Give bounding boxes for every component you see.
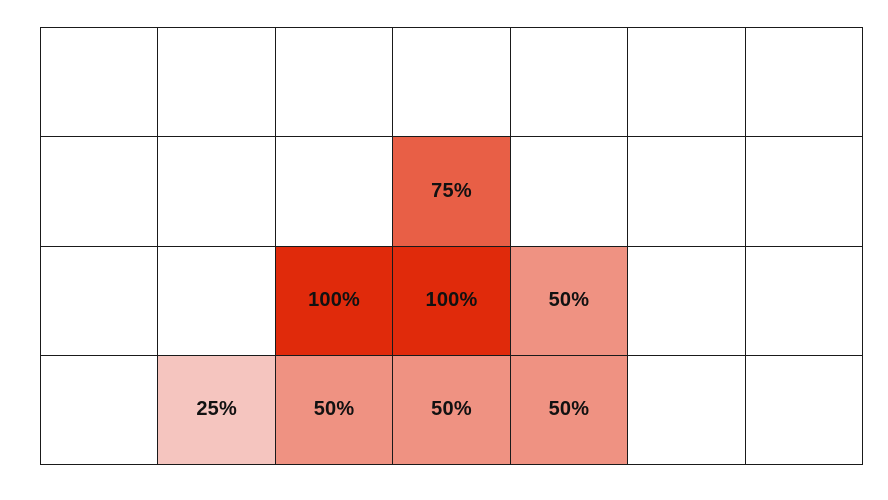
percentage-grid: 75% 100% 100% 50% 25% 50% 50% 50% — [40, 27, 863, 465]
empty-cell-r1-c1 — [158, 137, 276, 247]
empty-cell-r0-c5 — [628, 28, 746, 138]
empty-cell-r1-c5 — [628, 137, 746, 247]
filled-cell-r3-c2: 50% — [275, 355, 394, 465]
filled-cell-r3-c4: 50% — [510, 355, 629, 465]
cell-label: 50% — [548, 289, 590, 312]
filled-cell-r2-c4: 50% — [510, 246, 629, 356]
empty-cell-r0-c1 — [158, 28, 276, 138]
filled-cell-r3-c1: 25% — [158, 355, 276, 465]
filled-cell-r2-c3: 100% — [393, 246, 511, 356]
empty-cell-r0-c6 — [745, 28, 863, 138]
filled-cell-r2-c2: 100% — [275, 246, 394, 356]
empty-cell-r2-c1 — [158, 246, 276, 356]
cell-label: 100% — [425, 289, 478, 312]
empty-cell-r1-c4 — [510, 137, 629, 247]
cell-label: 50% — [548, 398, 590, 421]
empty-cell-r0-c0 — [41, 28, 159, 138]
empty-cell-r2-c6 — [745, 246, 863, 356]
empty-cell-r1-c0 — [41, 137, 159, 247]
empty-cell-r3-c6 — [745, 355, 863, 465]
empty-cell-r2-c5 — [628, 246, 746, 356]
empty-cell-r1-c2 — [275, 137, 394, 247]
filled-cell-r1-c3: 75% — [393, 137, 511, 247]
cell-label: 100% — [308, 289, 361, 312]
cell-label: 50% — [431, 398, 472, 421]
filled-cell-r3-c3: 50% — [393, 355, 511, 465]
empty-cell-r3-c0 — [41, 355, 159, 465]
cell-label: 25% — [196, 398, 237, 421]
empty-cell-r0-c2 — [275, 28, 394, 138]
empty-cell-r1-c6 — [745, 137, 863, 247]
cell-label: 75% — [431, 179, 472, 202]
empty-cell-r3-c5 — [628, 355, 746, 465]
cell-label: 50% — [313, 398, 355, 421]
empty-cell-r0-c4 — [510, 28, 629, 138]
empty-cell-r0-c3 — [393, 28, 511, 138]
empty-cell-r2-c0 — [41, 246, 159, 356]
